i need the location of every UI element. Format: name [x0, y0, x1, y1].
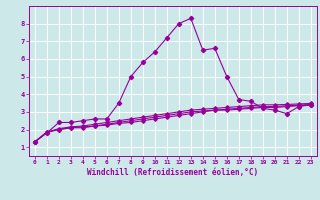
X-axis label: Windchill (Refroidissement éolien,°C): Windchill (Refroidissement éolien,°C): [87, 168, 258, 177]
